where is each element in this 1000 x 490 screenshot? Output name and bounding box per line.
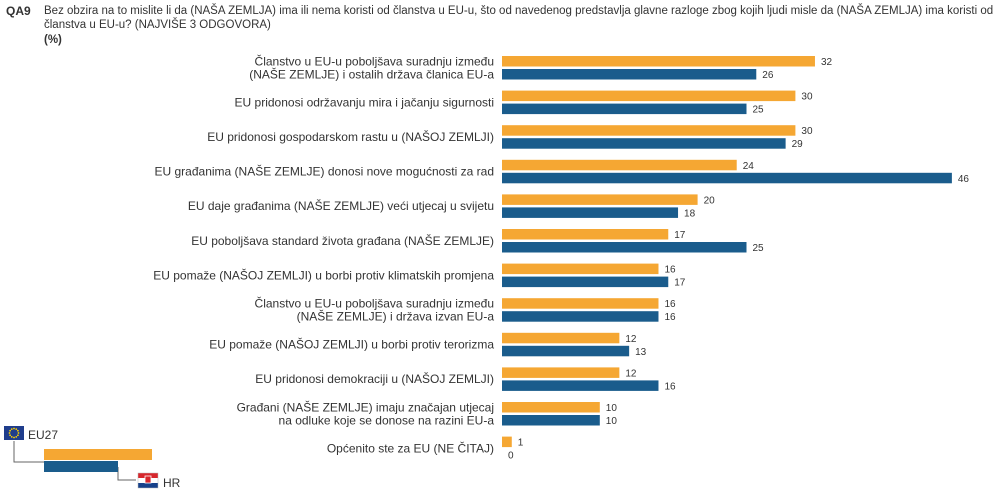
bar-eu27 xyxy=(502,90,796,102)
value-label: 1 xyxy=(518,438,524,449)
legend-graphics xyxy=(4,426,159,489)
category-label: EU građanima (NAŠE ZEMLJE) donosi nove m… xyxy=(155,164,495,179)
unit-label: (%) xyxy=(44,34,62,46)
value-label: 26 xyxy=(762,70,774,81)
legend-connector xyxy=(117,467,136,481)
category-label: EU pridonosi gospodarskom rastu u (NAŠOJ… xyxy=(207,129,494,144)
bar-eu27 xyxy=(502,332,620,344)
value-label: 16 xyxy=(664,312,676,323)
legend-connector xyxy=(13,441,44,463)
value-label: 20 xyxy=(704,195,716,206)
value-label: 10 xyxy=(606,403,618,414)
category-label: Članstvo u EU-u poboljšava suradnju izme… xyxy=(249,53,494,81)
bar-eu27 xyxy=(502,229,669,240)
hr-flag-icon xyxy=(137,472,159,489)
category-label: Članstvo u EU-u poboljšava suradnju izme… xyxy=(255,295,495,323)
value-label: 17 xyxy=(674,230,686,241)
value-label: 12 xyxy=(625,368,637,379)
legend-hr-label: HR xyxy=(163,476,181,490)
bar-eu27 xyxy=(502,263,659,275)
bar-eu27 xyxy=(502,56,815,67)
legend-hr-swatch xyxy=(44,461,118,472)
bar-hr xyxy=(502,276,669,288)
value-label: 30 xyxy=(801,92,813,103)
bar-eu27 xyxy=(502,125,796,136)
value-label: 13 xyxy=(635,347,647,358)
value-label: 17 xyxy=(674,278,686,289)
bar-hr xyxy=(502,172,952,184)
eu-flag-icon xyxy=(4,426,24,440)
bar-eu27 xyxy=(502,367,620,378)
value-label: 32 xyxy=(821,57,833,68)
question-code: QA9 xyxy=(6,4,31,18)
category-label: Općenito ste za EU (NE ČITAJ) xyxy=(327,440,494,455)
bar-eu27 xyxy=(502,402,600,413)
bar-eu27 xyxy=(502,298,659,309)
value-label: 16 xyxy=(664,265,676,276)
bar-hr xyxy=(502,69,757,80)
value-label: 29 xyxy=(792,139,804,150)
bar-hr xyxy=(502,242,747,253)
category-label: EU pomaže (NAŠOJ ZEMLJI) u borbi protiv … xyxy=(153,267,494,282)
bar-hr xyxy=(502,380,659,391)
bar-hr xyxy=(502,415,600,426)
bar-hr xyxy=(502,345,630,357)
value-label: 24 xyxy=(743,161,755,172)
value-label: 46 xyxy=(958,174,970,185)
category-label: EU pridonosi održavanju mira i jačanju s… xyxy=(235,95,494,109)
value-label: 0 xyxy=(508,451,514,462)
bar-hr xyxy=(502,138,786,149)
question-text: Bez obzira na to mislite li da (NAŠA ZEM… xyxy=(44,5,994,31)
legend-eu27-label: EU27 xyxy=(28,428,59,442)
bar-hr xyxy=(502,311,659,322)
category-label: Građani (NAŠE ZEMLJE) imaju značajan utj… xyxy=(237,399,495,427)
bar-hr xyxy=(502,207,679,218)
bar-eu27 xyxy=(502,194,698,205)
bar-eu27 xyxy=(502,436,512,448)
category-label: EU poboljšava standard života građana (N… xyxy=(191,233,494,248)
value-label: 25 xyxy=(753,243,765,254)
category-label: EU pomaže (NAŠOJ ZEMLJI) u borbi protiv … xyxy=(209,337,494,352)
bar-eu27 xyxy=(502,159,737,171)
bar-hr xyxy=(502,103,747,115)
value-label: 25 xyxy=(753,105,765,116)
value-label: 16 xyxy=(664,381,676,392)
legend-eu27-swatch xyxy=(44,449,152,460)
value-label: 12 xyxy=(625,334,637,345)
value-label: 10 xyxy=(606,416,618,427)
value-label: 16 xyxy=(664,299,676,310)
category-label: EU pridonosi demokraciji u (NAŠOJ ZEMLJI… xyxy=(255,371,494,386)
category-label: EU daje građanima (NAŠE ZEMLJE) veći utj… xyxy=(188,198,494,213)
value-label: 18 xyxy=(684,208,696,219)
value-label: 30 xyxy=(801,126,813,137)
